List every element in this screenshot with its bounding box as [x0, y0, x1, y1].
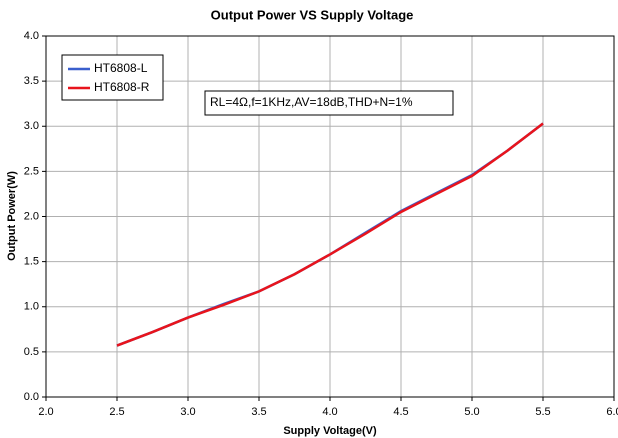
x-tick-label: 3.5	[251, 406, 266, 418]
y-tick-label: 1.5	[24, 256, 39, 268]
y-tick-label: 3.5	[24, 75, 39, 87]
x-tick-label: 5.5	[535, 406, 550, 418]
legend-box	[61, 54, 164, 101]
y-axis-label: Output Power(W)	[6, 171, 18, 261]
x-tick-label: 3.0	[180, 406, 195, 418]
x-axis-label: Supply Voltage(V)	[283, 425, 377, 437]
x-tick-label: 4.5	[393, 406, 408, 418]
y-tick-label: 2.0	[24, 210, 39, 222]
x-tick-label: 4.0	[322, 406, 337, 418]
y-tick-label: 0.5	[24, 346, 39, 358]
y-tick-label: 3.0	[24, 120, 39, 132]
annotation: RL=4Ω,f=1KHz,AV=18dB,THD+N=1%	[210, 95, 413, 109]
plot-border	[45, 35, 615, 398]
y-tick-label: 4.0	[24, 30, 39, 42]
x-tick-label: 2.0	[38, 406, 53, 418]
x-tick-label: 2.5	[109, 406, 124, 418]
legend-label: HT6808-R	[94, 80, 150, 94]
legend-label: HT6808-L	[94, 61, 148, 75]
chart-title: Output Power VS Supply Voltage	[211, 7, 414, 22]
series-line	[116, 122, 544, 347]
y-tick-label: 0.0	[24, 391, 39, 403]
x-tick-label: 6.0	[606, 406, 618, 418]
x-tick-label: 5.0	[464, 406, 479, 418]
y-tick-label: 2.5	[24, 165, 39, 177]
annotation-box	[204, 90, 454, 116]
y-tick-label: 1.0	[24, 301, 39, 313]
